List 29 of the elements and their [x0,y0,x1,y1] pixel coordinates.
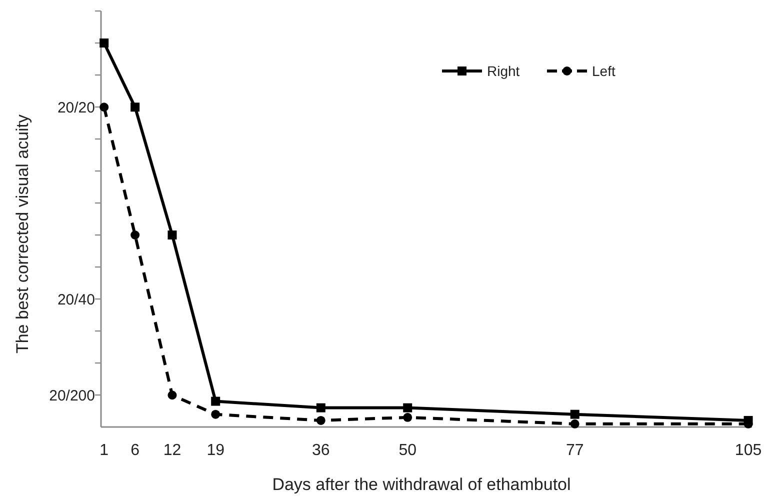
x-tick-label: 1 [100,442,109,459]
text: 20/200 [49,387,95,404]
point [403,412,412,422]
point [168,230,177,240]
legend-label: Left [592,62,616,79]
point [168,390,177,400]
point [130,230,140,240]
x-tick-label: 12 [163,442,182,459]
x-tick-label: 105 [734,442,762,459]
point [100,102,109,112]
x-tick-label: 6 [130,442,140,459]
text: 20/20 [57,99,95,116]
point [570,419,580,428]
point [100,38,109,48]
legend-label: Right [487,62,520,79]
x-tick-label: 50 [398,442,417,459]
point [316,416,326,425]
point [211,410,220,419]
point [211,396,220,406]
text: 20/40 [57,291,95,308]
x-tick-label: 36 [312,442,330,459]
x-tick-label: 77 [566,442,584,459]
point [316,403,326,412]
point [130,102,140,112]
x-tick-label: 19 [206,442,225,459]
x-axis-title: Days after the withdrawal of ethambutol [272,475,571,494]
point [403,403,412,412]
point [570,410,580,419]
y-axis-title: The best corrected visual acuity [13,114,32,354]
